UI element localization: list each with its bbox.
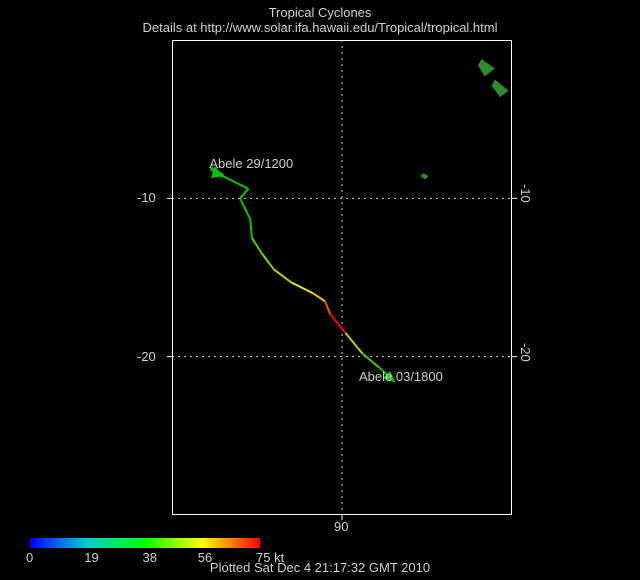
footer-text: Plotted Sat Dec 4 21:17:32 GMT 2010 — [0, 560, 640, 575]
colorbar — [0, 0, 640, 580]
